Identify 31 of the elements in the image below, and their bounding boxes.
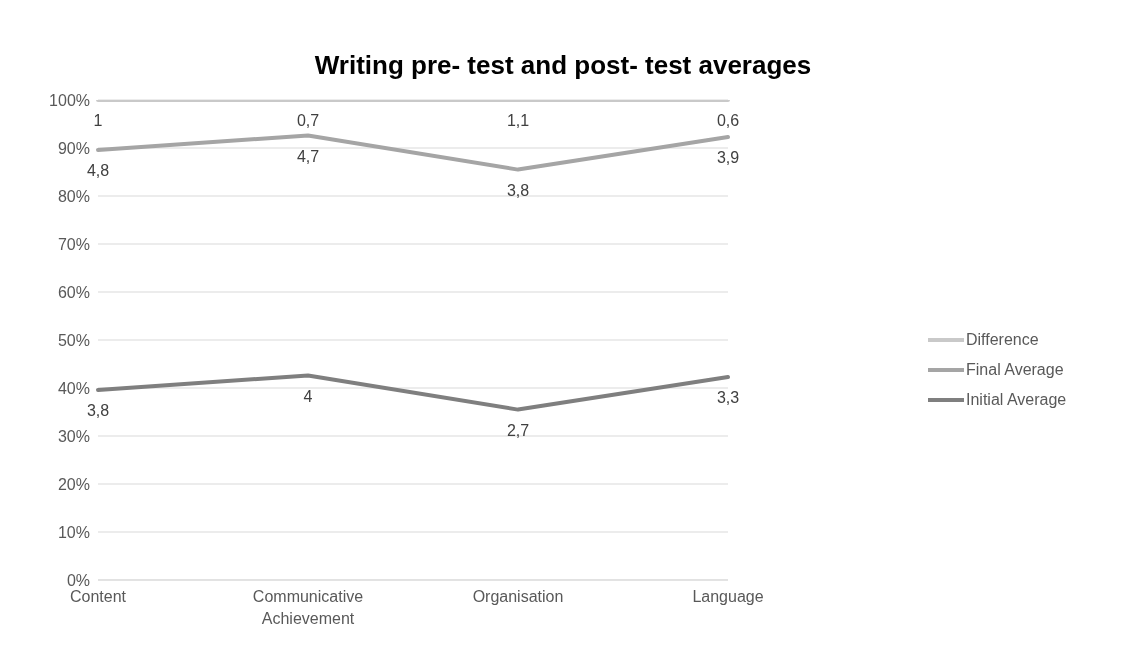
- y-tick-label: 30%: [57, 427, 90, 445]
- annotation: 0,6: [716, 112, 740, 129]
- annotation: 3,9: [716, 148, 740, 166]
- x-tick-label: Organisation: [472, 588, 564, 605]
- annotation: 4: [303, 387, 313, 405]
- legend-label: Difference: [966, 331, 1039, 349]
- annotation: 4,7: [296, 147, 320, 165]
- y-tick-label: 100%: [49, 91, 90, 109]
- annotation: 0,7: [296, 112, 320, 129]
- annotation: 2,7: [506, 421, 530, 439]
- y-tick-label: 70%: [57, 235, 90, 253]
- legend-label: Initial Average: [966, 391, 1067, 409]
- y-tick-label: 80%: [57, 187, 90, 205]
- annotation: 1,1: [506, 112, 530, 129]
- y-tick-label: 20%: [57, 475, 90, 493]
- y-tick-label: 0%: [66, 571, 90, 589]
- annotation: 3,8: [506, 181, 530, 199]
- legend-label: Final Average: [966, 361, 1064, 379]
- y-tick-label: 90%: [57, 139, 90, 157]
- y-tick-label: 40%: [57, 379, 90, 397]
- annotation: 4,8: [86, 161, 110, 179]
- annotation: 3,8: [86, 401, 110, 419]
- x-tick-label: Language: [692, 588, 764, 605]
- annotation: 3,3: [716, 388, 740, 406]
- x-tick-label: Communicative Achievement: [252, 588, 364, 627]
- y-tick-label: 50%: [57, 331, 90, 349]
- y-tick-label: 60%: [57, 283, 90, 301]
- annotation: 1: [93, 112, 103, 129]
- y-tick-label: 10%: [57, 523, 90, 541]
- chart-title: Writing pre- test and post- test averages: [313, 49, 813, 82]
- x-tick-label: Content: [69, 588, 127, 605]
